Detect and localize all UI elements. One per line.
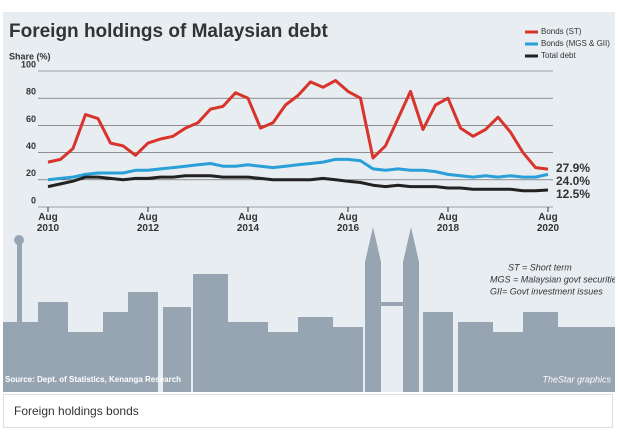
note: ST = Short term [508, 262, 572, 272]
chart: Foreign holdings of Malaysian debt Share… [3, 12, 615, 392]
line-series [47, 157, 549, 182]
note: GII= Govt investment issues [490, 286, 603, 296]
end-value-label: 12.5% [556, 187, 590, 201]
y-tick-label: 100 [21, 59, 36, 69]
x-tick-label: Aug 2016 [336, 212, 360, 234]
source: Source: Dept. of Statistics, Kenanga Res… [5, 375, 181, 384]
legend-label: Bonds (ST) [541, 27, 582, 36]
x-tick-label: Aug 2012 [136, 212, 160, 234]
x-tick-label: Aug 2018 [436, 212, 460, 234]
caption: Foreign holdings bonds [3, 394, 613, 428]
skyline [3, 227, 615, 392]
y-tick-label: 60 [26, 114, 36, 124]
y-axis-label: Share (%) [9, 51, 51, 61]
x-tick-label: Aug 2014 [236, 212, 260, 234]
legend-label: Total debt [541, 51, 576, 60]
legend-label: Bonds (MGS & GII) [541, 39, 610, 48]
line-series [47, 174, 549, 193]
x-tick-label: Aug 2010 [36, 212, 60, 234]
end-value-label: 27.9% [556, 161, 590, 175]
y-tick-label: 20 [26, 168, 36, 178]
y-tick-label: 80 [26, 87, 36, 97]
x-tick-label: Aug 2020 [536, 212, 560, 234]
line-series [47, 79, 549, 171]
chart-title: Foreign holdings of Malaysian debt [9, 21, 328, 42]
end-value-label: 24.0% [556, 174, 590, 188]
y-tick-label: 40 [26, 141, 36, 151]
credit: TheStar graphics [542, 374, 611, 384]
y-tick-label: 0 [31, 195, 36, 205]
note: MGS = Malaysian govt securities [490, 274, 615, 284]
chart-panel: Foreign holdings of Malaysian debt Share… [3, 12, 615, 392]
